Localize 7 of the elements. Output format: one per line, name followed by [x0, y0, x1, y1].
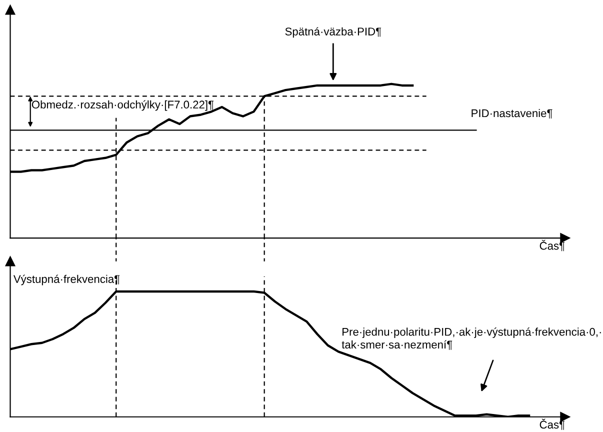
annotation: Obmedz.·rozsah·odchýlky·[F7.0.22]¶: [32, 100, 214, 111]
ref-line-label: PID·nastavenie¶: [472, 109, 552, 118]
text: Spätná·väzba·PID¶: [285, 27, 382, 38]
x-axis-title: Čas¶: [540, 418, 565, 430]
x-axis-title: Čas¶: [540, 240, 565, 252]
legend-label: Výstupná·frekvencia¶: [13, 274, 120, 286]
annotation: Pre·jednu·polaritu·PID,·ak·je·výstupná·frekvencia·0,· tak·smer·sa·nezmení¶: [342, 327, 601, 350]
